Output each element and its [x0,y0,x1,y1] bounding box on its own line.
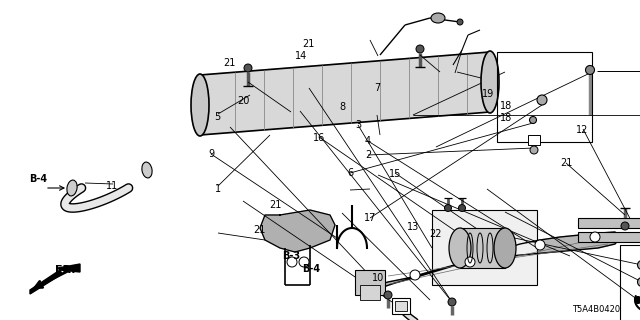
Ellipse shape [465,257,475,267]
Bar [497,52,592,142]
Bar [578,232,640,242]
Text: FR.: FR. [55,265,76,275]
Text: T5A4B0420: T5A4B0420 [572,306,620,315]
Text: 21: 21 [223,58,236,68]
Text: 15: 15 [389,169,402,180]
Text: 3: 3 [355,120,362,130]
Text: 21: 21 [560,158,573,168]
Polygon shape [200,52,490,135]
Ellipse shape [384,291,392,299]
Text: B-3: B-3 [282,251,300,261]
Ellipse shape [586,66,595,75]
Text: 11: 11 [106,180,118,191]
Ellipse shape [445,204,451,212]
Ellipse shape [621,222,629,230]
Text: 2: 2 [365,150,371,160]
Text: 10: 10 [371,273,384,284]
Text: 21: 21 [269,200,282,210]
Ellipse shape [191,74,209,136]
Ellipse shape [457,19,463,25]
Text: 13: 13 [406,222,419,232]
Bar [360,285,380,300]
Ellipse shape [287,257,297,267]
Ellipse shape [530,146,538,154]
Text: 14: 14 [294,51,307,61]
Polygon shape [365,232,620,290]
Bar [392,298,410,314]
Polygon shape [30,264,80,294]
Ellipse shape [448,298,456,306]
Text: 17: 17 [364,212,376,223]
Ellipse shape [416,45,424,53]
Ellipse shape [142,162,152,178]
Text: 7: 7 [374,83,381,93]
Text: 18: 18 [499,113,512,124]
Ellipse shape [537,95,547,105]
Polygon shape [260,210,335,252]
Text: 9: 9 [208,148,214,159]
Text: 20: 20 [237,96,250,106]
Bar [460,228,505,268]
Bar [528,135,540,145]
Ellipse shape [458,204,465,212]
Ellipse shape [299,257,309,267]
Text: 21: 21 [253,225,266,236]
Ellipse shape [535,240,545,250]
Bar [395,301,407,311]
Text: 18: 18 [499,100,512,111]
Ellipse shape [481,51,499,113]
Text: 5: 5 [214,112,221,122]
Text: 19: 19 [481,89,494,100]
Text: 22: 22 [429,228,442,239]
Ellipse shape [637,260,640,269]
Text: 21: 21 [302,39,315,49]
Bar [578,218,640,228]
Text: 6: 6 [348,168,354,178]
Bar [432,210,537,285]
Text: B-4: B-4 [29,174,47,184]
Ellipse shape [590,232,600,242]
Text: 8: 8 [339,102,346,112]
Ellipse shape [67,180,77,196]
Text: 12: 12 [576,124,589,135]
Text: B-4: B-4 [303,264,321,274]
Ellipse shape [634,297,640,303]
Bar [355,270,385,295]
Text: 1: 1 [214,184,221,194]
Ellipse shape [244,64,252,72]
Ellipse shape [449,228,471,268]
Text: 16: 16 [312,132,325,143]
Ellipse shape [637,277,640,286]
Ellipse shape [529,116,536,124]
Ellipse shape [431,13,445,23]
Ellipse shape [410,270,420,280]
Bar [620,245,640,320]
Ellipse shape [494,228,516,268]
Text: 4: 4 [365,136,371,146]
